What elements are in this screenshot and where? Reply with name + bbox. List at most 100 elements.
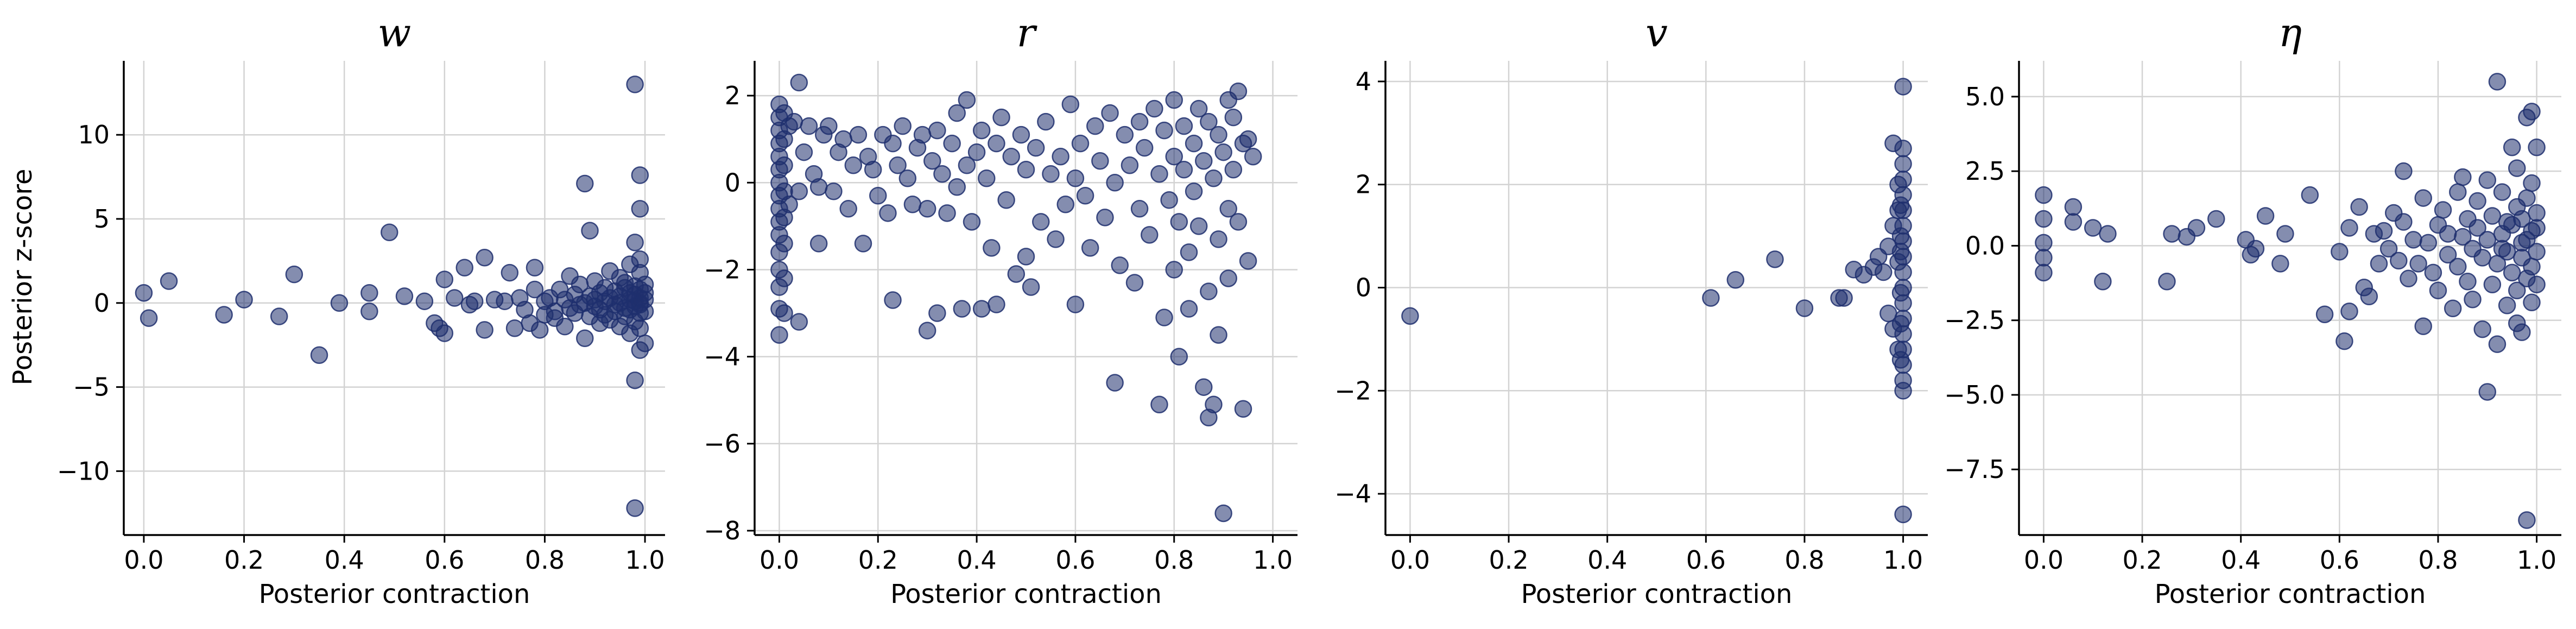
data-point xyxy=(285,265,303,284)
data-point xyxy=(1894,263,1912,281)
data-point xyxy=(1210,230,1227,248)
data-point xyxy=(2459,273,2477,291)
x-tick-label: 0.0 xyxy=(1390,545,1430,575)
data-point xyxy=(2498,296,2516,314)
data-point xyxy=(1195,378,1213,396)
data-point xyxy=(526,280,544,299)
data-point xyxy=(1200,282,1218,300)
data-point xyxy=(2528,138,2546,156)
data-point xyxy=(1835,289,1853,307)
data-point xyxy=(898,169,917,187)
data-point xyxy=(435,271,454,288)
panel-title-r: r xyxy=(1017,10,1037,55)
data-point xyxy=(1891,284,1910,302)
data-point xyxy=(395,287,414,305)
data-point xyxy=(785,112,803,131)
data-point xyxy=(1017,248,1035,266)
data-point xyxy=(2350,198,2368,216)
data-point xyxy=(2414,189,2432,207)
data-point xyxy=(2488,73,2507,91)
data-point xyxy=(2449,183,2467,201)
y-tick-label: 10 xyxy=(78,120,110,149)
data-point xyxy=(2035,249,2053,267)
data-point xyxy=(1189,99,1208,118)
data-point xyxy=(948,178,966,196)
data-point xyxy=(2498,213,2516,231)
data-point xyxy=(1195,152,1213,170)
data-point xyxy=(626,371,644,389)
data-point xyxy=(2469,192,2486,210)
data-point xyxy=(576,174,594,193)
data-point xyxy=(1160,191,1178,209)
x-tick-label: 0.2 xyxy=(858,545,898,575)
data-point xyxy=(1891,227,1910,245)
data-point xyxy=(360,284,378,302)
panels: 0.0 0.2 0.4 0.6 0.8 1.0 −10 −5 0 5 10 Posterior con… xyxy=(57,10,2561,609)
data-point xyxy=(2099,225,2117,243)
y-tick-label: 0 xyxy=(94,288,110,318)
data-point xyxy=(1766,250,1784,268)
data-point xyxy=(1032,213,1050,231)
data-point xyxy=(894,117,912,135)
data-point xyxy=(2528,243,2546,261)
data-point xyxy=(1891,351,1910,369)
y-tick-label: −8 xyxy=(704,516,740,545)
data-point xyxy=(825,183,843,200)
data-point xyxy=(770,326,788,344)
data-point xyxy=(1076,187,1094,205)
data-point xyxy=(1401,307,1419,325)
data-point xyxy=(2419,234,2438,252)
data-point xyxy=(844,156,863,174)
data-point xyxy=(2370,255,2388,273)
panel-v: 0.0 0.2 0.4 0.6 0.8 1.0 −4 −2 0 2 4 Posterior contr… xyxy=(1334,10,1928,609)
data-point xyxy=(135,284,153,302)
data-point xyxy=(631,250,649,268)
data-point xyxy=(849,125,868,144)
x-tick-label: 1.0 xyxy=(1253,545,1293,575)
data-point xyxy=(1185,183,1203,200)
data-point xyxy=(2513,323,2531,341)
data-point xyxy=(2340,302,2358,320)
data-point xyxy=(869,187,887,205)
x-axis-label: Posterior contraction xyxy=(890,579,1162,609)
data-point xyxy=(2256,207,2275,225)
x-axis-label: Posterior contraction xyxy=(2155,579,2426,609)
data-point xyxy=(1116,125,1134,144)
y-tick-label: −2 xyxy=(1334,376,1371,405)
data-point xyxy=(1205,169,1223,187)
data-point xyxy=(2523,103,2541,121)
panel-title-v: v xyxy=(1645,10,1668,55)
data-point xyxy=(360,303,378,320)
data-point xyxy=(2478,383,2497,401)
data-point xyxy=(1200,112,1218,131)
data-point xyxy=(2528,204,2546,222)
x-tick-label: 0.2 xyxy=(224,545,264,575)
data-point xyxy=(2523,293,2541,311)
data-point xyxy=(1239,130,1257,148)
data-point xyxy=(884,134,902,153)
data-point xyxy=(2508,159,2526,177)
data-point xyxy=(1210,125,1227,144)
x-tick-label: 0.0 xyxy=(124,545,163,575)
data-point xyxy=(581,222,599,240)
data-point xyxy=(1234,400,1252,418)
x-tick-label: 0.8 xyxy=(525,545,565,575)
data-point xyxy=(1891,196,1910,214)
data-point xyxy=(809,235,828,253)
data-point xyxy=(1096,209,1114,227)
data-point xyxy=(2503,263,2521,282)
data-point xyxy=(918,200,936,218)
data-point xyxy=(839,200,857,218)
data-point xyxy=(1165,261,1183,279)
panel-title-w: w xyxy=(378,10,412,55)
data-point xyxy=(2276,225,2294,243)
data-point xyxy=(631,200,649,218)
data-point xyxy=(2523,257,2541,276)
data-point xyxy=(928,121,946,140)
data-point xyxy=(1214,143,1232,161)
y-tick-label: −5 xyxy=(73,373,110,402)
data-point xyxy=(1155,121,1173,140)
data-point xyxy=(1002,147,1020,166)
data-point xyxy=(2424,263,2442,282)
